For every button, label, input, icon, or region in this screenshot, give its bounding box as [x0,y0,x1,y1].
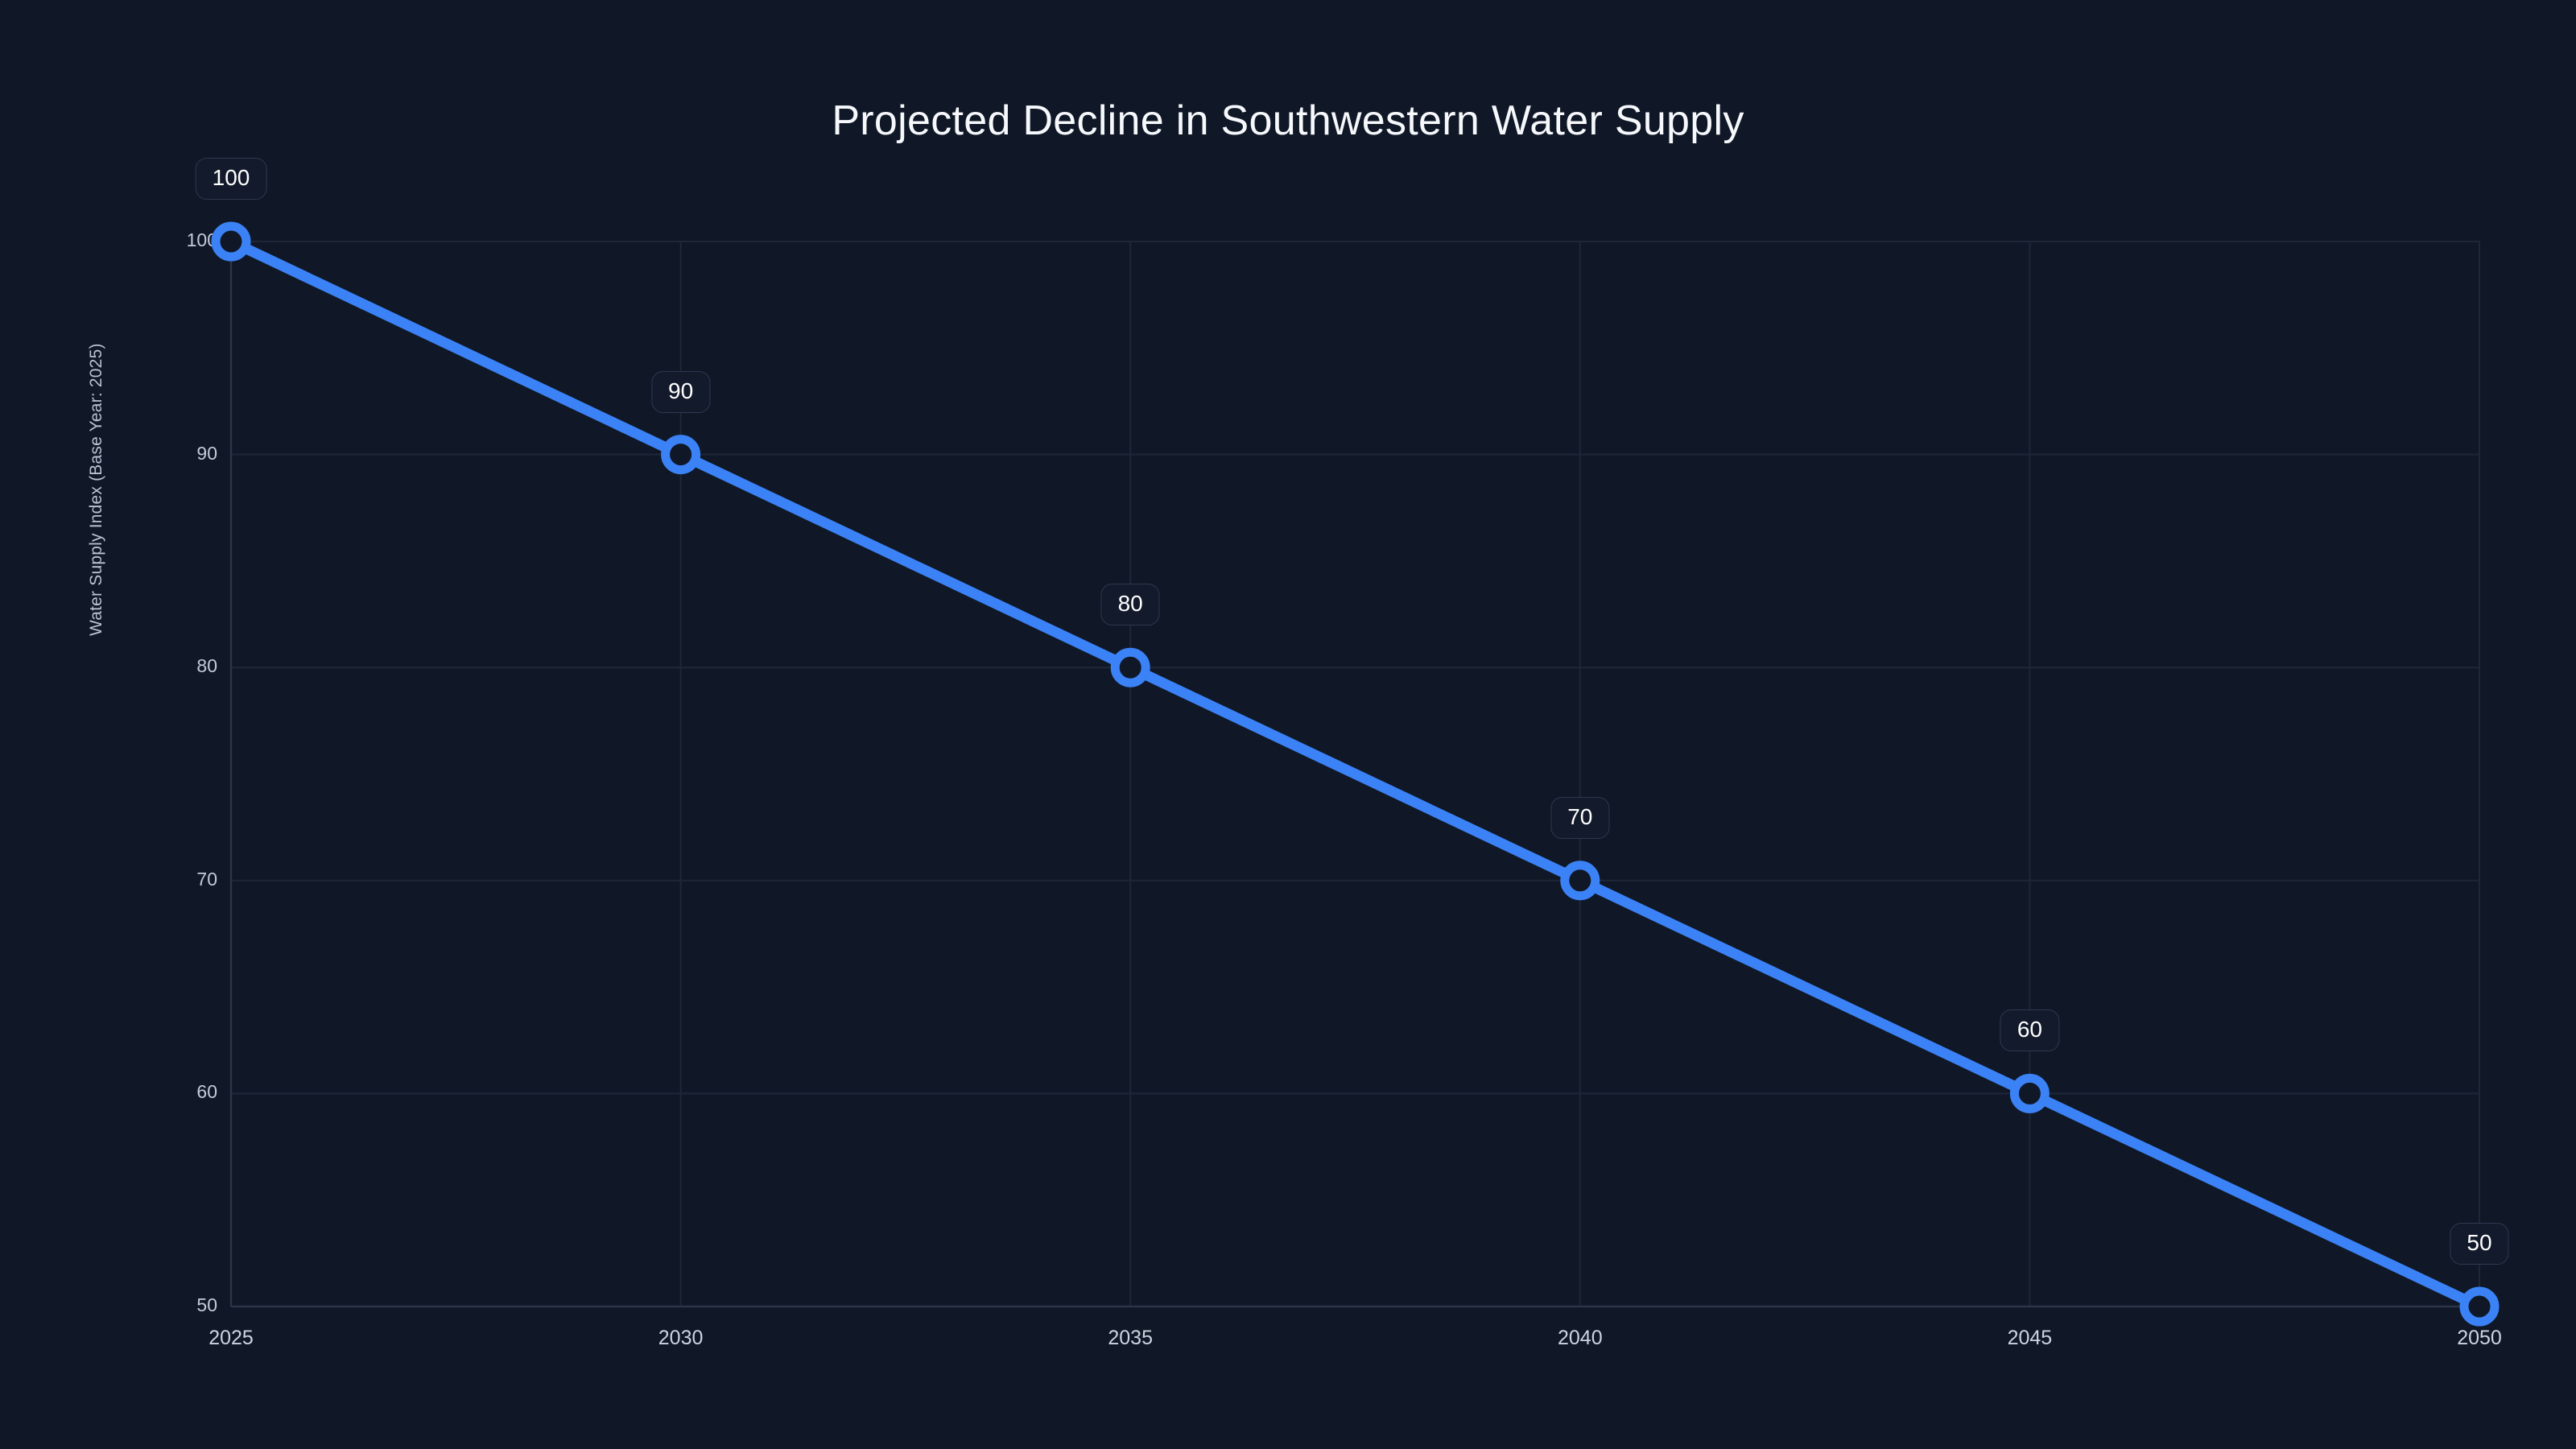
chart-title: Projected Decline in Southwestern Water … [832,97,1744,144]
y-axis-title: Water Supply Index (Base Year: 2025) [87,343,105,636]
x-axis-tick-label: 2045 [2007,1327,2053,1349]
data-point-label-badge: 80 [1100,584,1160,626]
y-axis-tick-label: 60 [196,1081,217,1103]
data-point-label-badge: 70 [1550,796,1610,839]
x-axis-tick-label: 2040 [1557,1327,1603,1349]
vertical-gridlines [679,242,2480,1307]
x-axis-tick-label: 2050 [2457,1327,2502,1349]
y-axis-tick-label: 70 [196,868,217,890]
y-axis-tick-label: 100 [186,229,217,250]
y-axis-tick-label: 90 [196,442,217,464]
x-axis-tick-label: 2035 [1108,1327,1153,1349]
plot-area [211,221,2500,1327]
x-axis-tick-label: 2030 [658,1327,704,1349]
axis-lines [229,242,2479,1308]
y-axis-tick-label: 80 [196,655,217,677]
data-point-label-badge: 60 [2000,1009,2059,1052]
x-axis-tick-label: 2025 [208,1327,254,1349]
y-axis-tick-label: 50 [196,1294,217,1315]
line-chart-svg [211,221,2500,1327]
horizontal-gridlines [231,241,2479,1095]
data-point-label-badge: 90 [651,370,711,413]
data-point-label-badge: 100 [195,158,267,200]
data-point-label-badge: 50 [2450,1223,2509,1265]
data-series-line [225,236,2485,1312]
data-point-markers [211,221,2500,1327]
